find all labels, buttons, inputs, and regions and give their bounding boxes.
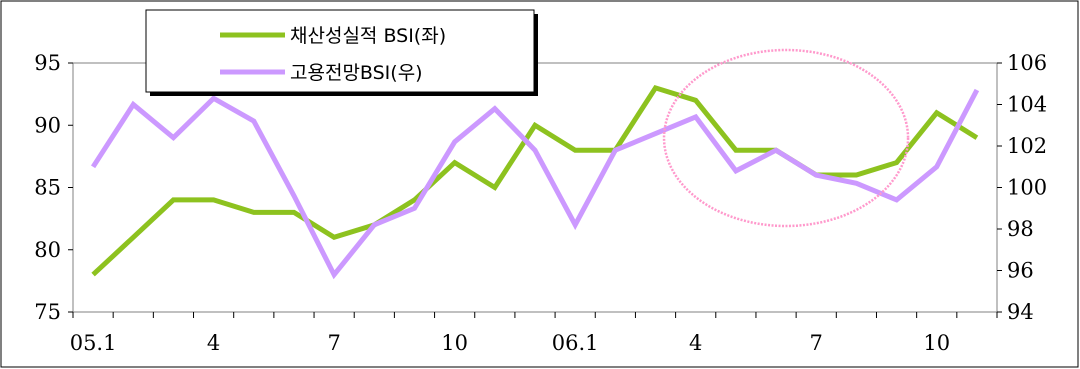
right-y-tick-label: 106	[1007, 51, 1047, 75]
highlight-ellipse	[662, 48, 910, 228]
series-lines	[90, 84, 980, 280]
legend-label-employment-bsi: 고용전망BSI(우)	[290, 62, 423, 84]
right-y-tick-label: 94	[1007, 300, 1034, 324]
legend: 채산성실적 BSI(좌) 고용전망BSI(우)	[145, 9, 538, 96]
x-tick-label: 06.1	[552, 331, 599, 355]
left-y-tick-label: 95	[34, 51, 61, 75]
x-tick-label: 4	[207, 331, 220, 355]
right-y-tick-label: 96	[1007, 259, 1034, 283]
series-line-employment-bsi	[90, 88, 980, 280]
left-y-tick-label: 85	[34, 176, 61, 200]
x-tick-label: 7	[327, 331, 340, 355]
right-y-tick-label: 100	[1007, 176, 1047, 200]
right-y-tick-label: 102	[1007, 134, 1047, 158]
right-y-tick-label: 104	[1007, 93, 1047, 117]
right-y-tick-label: 98	[1007, 217, 1034, 241]
x-tick-label: 05.1	[70, 331, 117, 355]
legend-label-profit-bsi: 채산성실적 BSI(좌)	[290, 25, 446, 47]
x-tick-label: 4	[689, 331, 702, 355]
x-tick-label: 7	[810, 331, 823, 355]
left-y-tick-label: 80	[34, 238, 61, 262]
left-y-tick-label: 75	[34, 300, 61, 324]
x-tick-label: 10	[441, 331, 468, 355]
x-tick-label: 10	[923, 331, 950, 355]
series-line-profit-bsi	[91, 84, 979, 277]
annotations	[662, 48, 910, 228]
left-y-tick-label: 90	[34, 113, 61, 137]
legend-box	[145, 9, 535, 93]
